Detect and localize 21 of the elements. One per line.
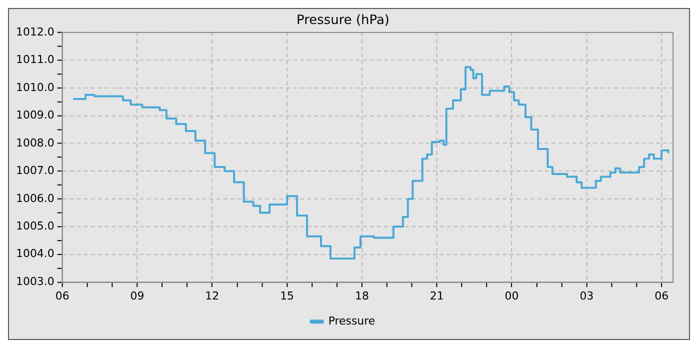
x-tick-label: 18 [354, 290, 369, 302]
y-tick-label: 1005.0 [16, 220, 54, 232]
x-tick-label: 15 [280, 290, 294, 302]
x-tick-label: 03 [580, 290, 594, 302]
y-tick-label: 1006.0 [16, 192, 54, 205]
y-tick-label: 1012.0 [16, 25, 54, 38]
y-tick-label: 1007.0 [16, 164, 54, 178]
x-tick-label: 06 [55, 290, 70, 302]
y-tick-label: 1010.0 [16, 80, 54, 94]
x-tick-label: 06 [654, 290, 669, 302]
y-tick-label: 1003.0 [16, 275, 54, 288]
y-tick-label: 1009.0 [16, 108, 54, 122]
y-tick-label: 1011.0 [16, 53, 54, 66]
y-tick-label: 1004.0 [16, 247, 54, 260]
x-tick-label: 12 [205, 290, 220, 302]
legend-label: Pressure [328, 314, 376, 328]
chart-title: Pressure (hPa) [296, 13, 390, 28]
x-tick-label: 09 [130, 290, 144, 302]
x-tick-label: 21 [430, 290, 444, 302]
x-tick-label: 00 [504, 290, 519, 302]
y-tick-label: 1008.0 [16, 136, 54, 150]
